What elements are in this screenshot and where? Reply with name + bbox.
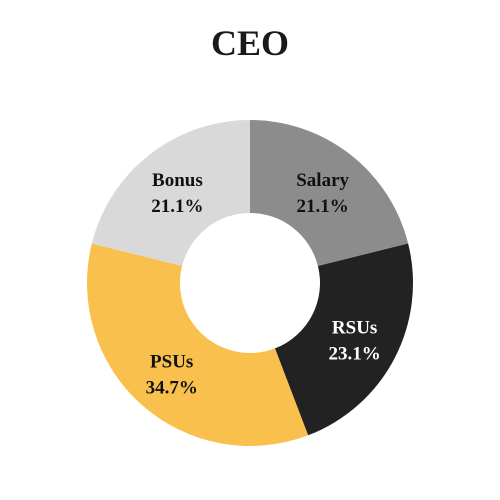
slice-name-rsus: RSUs [332,318,377,339]
slice-label-salary: Salary 21.1% [296,170,349,217]
slice-rsus [274,243,413,436]
slice-value-bonus: 21.1% [151,196,203,217]
slice-label-bonus: Bonus 21.1% [151,170,203,217]
slice-psus [86,243,309,447]
slice-value-psus: 34.7% [146,377,198,398]
slice-bonus [91,119,251,267]
slice-value-rsus: 23.1% [329,344,381,365]
chart-title: CEO [210,23,289,63]
slice-name-bonus: Bonus [152,170,203,191]
slice-name-salary: Salary [296,170,349,191]
slice-name-psus: PSUs [150,351,193,372]
slice-label-psus: PSUs 34.7% [146,351,198,398]
slice-salary [250,120,409,267]
slice-label-rsus: RSUs 23.1% [329,318,381,365]
slice-value-salary: 21.1% [296,196,348,217]
